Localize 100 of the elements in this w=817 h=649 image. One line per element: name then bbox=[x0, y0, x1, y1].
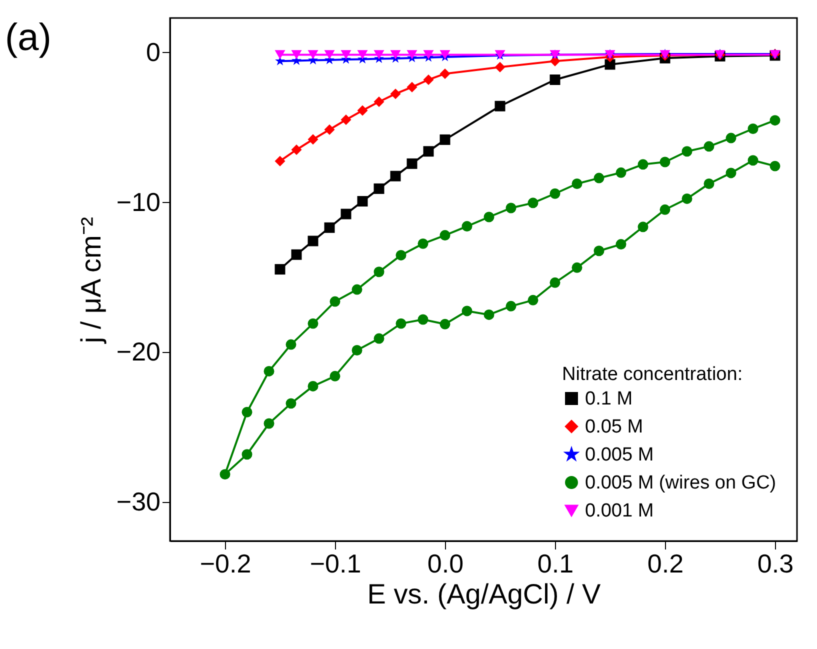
point bbox=[748, 155, 758, 166]
y-tick-label: −20 bbox=[116, 336, 160, 367]
point bbox=[616, 239, 626, 250]
y-tick-label: −10 bbox=[116, 186, 160, 217]
point bbox=[528, 198, 538, 208]
point bbox=[352, 345, 362, 356]
point bbox=[242, 406, 252, 418]
point bbox=[286, 398, 296, 409]
point bbox=[374, 183, 384, 194]
point bbox=[390, 88, 401, 100]
point bbox=[406, 82, 418, 92]
point bbox=[770, 115, 780, 126]
legend-label: 0.005 M (wires on GC) bbox=[585, 472, 776, 494]
point bbox=[440, 230, 450, 241]
point bbox=[357, 50, 368, 60]
point bbox=[726, 132, 736, 144]
point bbox=[682, 146, 692, 157]
point bbox=[440, 134, 450, 145]
point bbox=[286, 339, 296, 350]
point bbox=[572, 178, 582, 189]
point bbox=[264, 366, 274, 376]
point bbox=[352, 284, 362, 295]
point bbox=[274, 264, 286, 275]
point bbox=[418, 314, 428, 325]
point bbox=[660, 156, 670, 168]
x-axis-title: E vs. (Ag/AgCl) / V bbox=[367, 578, 602, 610]
x-tick-label: 0.2 bbox=[647, 548, 684, 578]
point bbox=[357, 196, 368, 207]
point bbox=[770, 160, 780, 172]
point bbox=[550, 188, 560, 199]
point bbox=[704, 178, 714, 189]
point bbox=[660, 204, 670, 215]
point bbox=[528, 294, 538, 306]
point bbox=[374, 50, 384, 60]
y-tick-label: −30 bbox=[116, 486, 160, 517]
point bbox=[324, 124, 335, 135]
point bbox=[418, 238, 428, 249]
point bbox=[374, 266, 384, 278]
point bbox=[682, 193, 692, 204]
point bbox=[374, 96, 384, 108]
point bbox=[340, 208, 352, 220]
point bbox=[748, 124, 758, 134]
point bbox=[220, 469, 230, 480]
point bbox=[390, 170, 401, 182]
point bbox=[308, 134, 318, 145]
point bbox=[340, 50, 352, 60]
point bbox=[324, 50, 335, 60]
point bbox=[406, 158, 418, 169]
point bbox=[594, 246, 604, 256]
point bbox=[550, 277, 560, 288]
point bbox=[638, 222, 648, 232]
point bbox=[390, 50, 401, 60]
point bbox=[484, 212, 494, 222]
point bbox=[506, 300, 516, 312]
point bbox=[484, 309, 494, 320]
point bbox=[396, 250, 406, 260]
point bbox=[291, 249, 302, 260]
point bbox=[440, 318, 450, 330]
point bbox=[330, 296, 340, 307]
point bbox=[726, 168, 736, 178]
point bbox=[440, 68, 450, 79]
point bbox=[494, 62, 506, 72]
point bbox=[572, 262, 582, 273]
point bbox=[242, 449, 252, 460]
legend-label: 0.005 M bbox=[585, 444, 654, 466]
y-tick-label: 0 bbox=[146, 36, 160, 67]
x-tick-label: 0.0 bbox=[427, 548, 464, 578]
legend-label: 0.1 M bbox=[585, 388, 633, 410]
point bbox=[462, 306, 472, 316]
point bbox=[308, 380, 318, 392]
point bbox=[406, 50, 418, 60]
point bbox=[374, 333, 384, 344]
point bbox=[423, 50, 434, 60]
point bbox=[274, 50, 286, 60]
y-axis-title: j / μA cm⁻² bbox=[75, 216, 106, 344]
point bbox=[423, 74, 434, 85]
point bbox=[357, 105, 368, 116]
point bbox=[494, 100, 506, 112]
point bbox=[704, 141, 714, 152]
point bbox=[462, 221, 472, 232]
x-tick-label: 0.3 bbox=[757, 548, 794, 578]
point bbox=[264, 418, 274, 429]
point bbox=[308, 318, 318, 329]
point bbox=[506, 202, 516, 214]
point bbox=[291, 144, 302, 155]
point bbox=[308, 50, 318, 60]
point bbox=[616, 167, 626, 178]
point bbox=[638, 159, 648, 170]
legend-title: Nitrate concentration: bbox=[562, 364, 743, 385]
point bbox=[550, 74, 560, 85]
point bbox=[594, 172, 604, 184]
point bbox=[274, 156, 286, 166]
x-tick-label: −0.2 bbox=[200, 548, 252, 578]
point bbox=[308, 236, 318, 246]
point bbox=[340, 114, 352, 125]
x-tick-label: −0.1 bbox=[310, 548, 362, 578]
legend-label: 0.05 M bbox=[585, 416, 644, 438]
point bbox=[396, 318, 406, 329]
point bbox=[324, 222, 335, 233]
x-tick-label: 0.1 bbox=[537, 548, 574, 578]
